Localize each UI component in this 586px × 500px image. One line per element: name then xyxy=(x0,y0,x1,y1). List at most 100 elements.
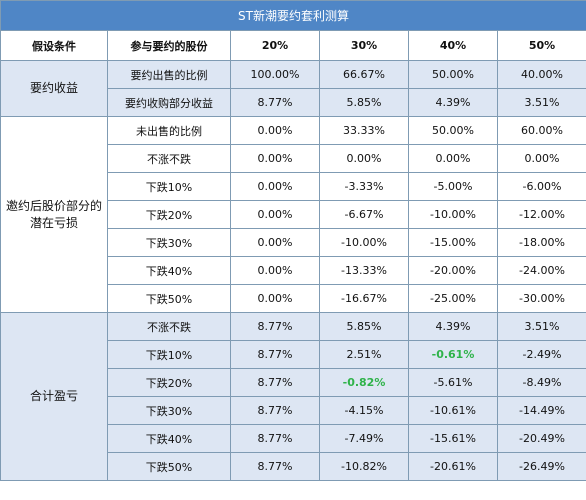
value-cell: 8.77% xyxy=(230,340,320,369)
header-row: 假设条件 参与要约的股份 20% 30% 40% 50% xyxy=(0,30,586,61)
row-label: 不涨不跌 xyxy=(107,144,231,173)
value-cell: 50.00% xyxy=(408,116,498,145)
row-label: 要约出售的比例 xyxy=(107,60,231,89)
arbitrage-table: ST新潮要约套利测算 假设条件 参与要约的股份 20% 30% 40% 50% … xyxy=(0,0,586,481)
table-row: 下跌50% 8.77% -10.82% -20.61% -26.49% xyxy=(1,452,586,481)
row-label: 下跌20% xyxy=(107,368,231,397)
table-row: 下跌30% 0.00% -10.00% -15.00% -18.00% xyxy=(1,228,586,257)
row-label: 下跌50% xyxy=(107,284,231,313)
row-label: 下跌40% xyxy=(107,256,231,285)
value-cell: 0.00% xyxy=(496,144,586,173)
value-cell: 0.00% xyxy=(230,228,320,257)
row-label: 下跌40% xyxy=(107,424,231,453)
table-row: 下跌10% 0.00% -3.33% -5.00% -6.00% xyxy=(1,172,586,201)
title-row: ST新潮要约套利测算 xyxy=(0,0,586,31)
value-cell: -2.49% xyxy=(496,340,586,369)
value-cell: 66.67% xyxy=(319,60,409,89)
value-cell: 100.00% xyxy=(230,60,320,89)
value-cell: 8.77% xyxy=(230,396,320,425)
header-col-20: 20% xyxy=(230,30,320,61)
value-cell: -6.00% xyxy=(496,172,586,201)
value-cell: 5.85% xyxy=(319,312,409,341)
value-cell: -4.15% xyxy=(319,396,409,425)
value-cell: 40.00% xyxy=(496,60,586,89)
value-cell: -7.49% xyxy=(319,424,409,453)
value-cell: -12.00% xyxy=(496,200,586,229)
value-cell: 3.51% xyxy=(496,312,586,341)
row-label: 下跌20% xyxy=(107,200,231,229)
value-cell: 2.51% xyxy=(319,340,409,369)
table-row: 要约收益 要约出售的比例 100.00% 66.67% 50.00% 40.00% xyxy=(0,60,586,117)
row-label: 下跌10% xyxy=(107,340,231,369)
value-cell: -30.00% xyxy=(496,284,586,313)
table-row: 下跌50% 0.00% -16.67% -25.00% -30.00% xyxy=(1,284,586,313)
value-cell: 3.51% xyxy=(496,88,586,117)
row-label: 下跌10% xyxy=(107,172,231,201)
value-cell: -8.49% xyxy=(496,368,586,397)
value-cell: 8.77% xyxy=(230,312,320,341)
value-cell: 8.77% xyxy=(230,368,320,397)
table-row: 不涨不跌 0.00% 0.00% 0.00% 0.00% xyxy=(1,144,586,173)
header-col-30: 30% xyxy=(319,30,409,61)
value-cell: -20.49% xyxy=(496,424,586,453)
value-cell: -5.61% xyxy=(408,368,498,397)
row-label: 下跌30% xyxy=(107,228,231,257)
value-cell: 8.77% xyxy=(230,88,320,117)
row-label: 要约收购部分收益 xyxy=(107,88,231,117)
value-cell: -6.67% xyxy=(319,200,409,229)
header-col-50: 50% xyxy=(496,30,586,61)
value-cell: 0.00% xyxy=(230,200,320,229)
value-cell: -0.61% xyxy=(408,340,498,369)
value-cell: 33.33% xyxy=(319,116,409,145)
value-cell: 0.00% xyxy=(230,172,320,201)
value-cell: 0.00% xyxy=(319,144,409,173)
table-title: ST新潮要约套利测算 xyxy=(0,0,586,31)
value-cell: 0.00% xyxy=(230,284,320,313)
value-cell: -25.00% xyxy=(408,284,498,313)
header-col-40: 40% xyxy=(408,30,498,61)
value-cell: -18.00% xyxy=(496,228,586,257)
value-cell: -10.00% xyxy=(319,228,409,257)
value-cell: 4.39% xyxy=(408,312,498,341)
value-cell: -0.82% xyxy=(319,368,409,397)
table-row: 下跌20% 0.00% -6.67% -10.00% -12.00% xyxy=(1,200,586,229)
table-row: 要约收购部分收益 8.77% 5.85% 4.39% 3.51% xyxy=(1,88,586,117)
value-cell: 8.77% xyxy=(230,452,320,481)
row-label: 不涨不跌 xyxy=(107,312,231,341)
group-total-pnl-label: 合计盈亏 xyxy=(0,312,108,481)
value-cell: -14.49% xyxy=(496,396,586,425)
table-row: 合计盈亏 不涨不跌 8.77% 5.85% 4.39% 3.51% xyxy=(0,312,586,481)
value-cell: -3.33% xyxy=(319,172,409,201)
header-participating-shares: 参与要约的股份 xyxy=(107,30,231,61)
value-cell: -24.00% xyxy=(496,256,586,285)
group-offer-gain-label: 要约收益 xyxy=(0,60,108,117)
value-cell: 0.00% xyxy=(230,256,320,285)
value-cell: 60.00% xyxy=(496,116,586,145)
value-cell: -16.67% xyxy=(319,284,409,313)
value-cell: -10.82% xyxy=(319,452,409,481)
row-label: 下跌50% xyxy=(107,452,231,481)
header-assumption: 假设条件 xyxy=(0,30,108,61)
table-row: 下跌40% 8.77% -7.49% -15.61% -20.49% xyxy=(1,424,586,453)
row-label: 下跌30% xyxy=(107,396,231,425)
value-cell: -10.61% xyxy=(408,396,498,425)
value-cell: -26.49% xyxy=(496,452,586,481)
value-cell: -20.61% xyxy=(408,452,498,481)
row-label: 未出售的比例 xyxy=(107,116,231,145)
value-cell: 4.39% xyxy=(408,88,498,117)
value-cell: -15.00% xyxy=(408,228,498,257)
value-cell: 0.00% xyxy=(230,144,320,173)
value-cell: 0.00% xyxy=(230,116,320,145)
value-cell: -15.61% xyxy=(408,424,498,453)
value-cell: -13.33% xyxy=(319,256,409,285)
value-cell: -20.00% xyxy=(408,256,498,285)
value-cell: -10.00% xyxy=(408,200,498,229)
value-cell: -5.00% xyxy=(408,172,498,201)
group-potential-loss-label: 邀约后股价部分的潜在亏损 xyxy=(0,116,108,313)
value-cell: 5.85% xyxy=(319,88,409,117)
table-row: 下跌40% 0.00% -13.33% -20.00% -24.00% xyxy=(1,256,586,285)
table-row: 下跌30% 8.77% -4.15% -10.61% -14.49% xyxy=(1,396,586,425)
table-row: 下跌10% 8.77% 2.51% -0.61% -2.49% xyxy=(1,340,586,369)
value-cell: 8.77% xyxy=(230,424,320,453)
